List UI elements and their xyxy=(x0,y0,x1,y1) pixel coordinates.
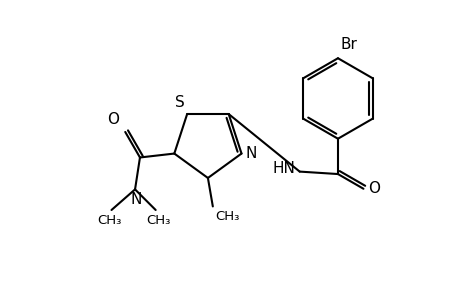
Text: N: N xyxy=(130,192,141,207)
Text: HN: HN xyxy=(272,161,295,176)
Text: N: N xyxy=(245,146,256,161)
Text: O: O xyxy=(368,181,380,196)
Text: CH₃: CH₃ xyxy=(215,210,239,224)
Text: CH₃: CH₃ xyxy=(146,214,170,227)
Text: O: O xyxy=(107,112,119,127)
Text: Br: Br xyxy=(340,37,357,52)
Text: S: S xyxy=(174,95,185,110)
Text: CH₃: CH₃ xyxy=(97,214,121,227)
